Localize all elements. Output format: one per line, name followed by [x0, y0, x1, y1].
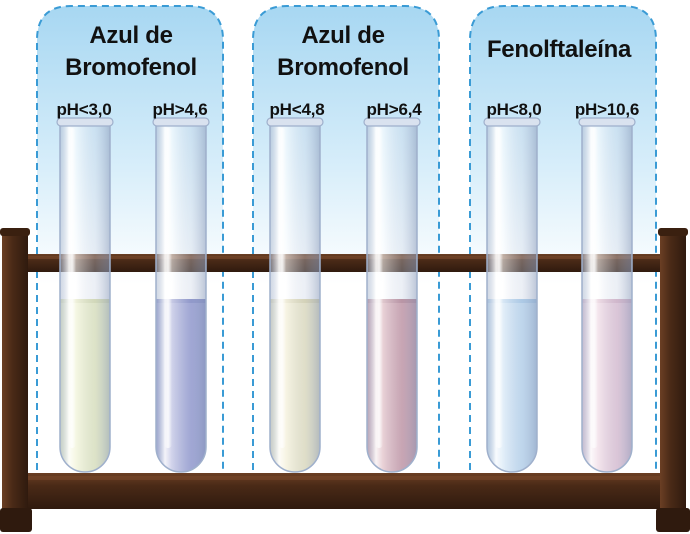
group-2-title-line-1: Azul de [301, 22, 385, 49]
tube-label-1: pH<3,0 [56, 100, 112, 119]
tube-label-3: pH<4,8 [269, 100, 325, 119]
tube-label-6: pH>10,6 [574, 100, 640, 119]
rack-right-foot [656, 508, 690, 532]
tube-label-5: pH<8,0 [486, 100, 542, 119]
test-tube-4 [363, 117, 421, 473]
group-1-title: Azul de Bromofenol [36, 20, 226, 84]
tube-label-4: pH>6,4 [366, 100, 422, 119]
group-3-title-line-1: Fenolftaleína [486, 36, 632, 63]
rack-left-post [0, 228, 30, 532]
group-1-title-line-1: Azul de [89, 22, 173, 49]
rack-right-post [658, 228, 688, 532]
test-tube-1 [56, 117, 114, 473]
group-2-title-line-2: Bromofenol [277, 54, 409, 81]
group-3-title: Fenolftaleína [464, 34, 654, 66]
test-tube-3 [266, 117, 324, 473]
tube-label-2: pH>4,6 [152, 100, 208, 119]
test-tube-2 [152, 117, 210, 473]
rack-top-bar [22, 254, 678, 272]
test-tube-6 [578, 117, 636, 473]
group-2-title: Azul de Bromofenol [248, 20, 438, 84]
test-tube-5 [483, 117, 541, 473]
rack-bottom-bar [22, 473, 678, 509]
rack-left-foot [0, 508, 32, 532]
group-1-title-line-2: Bromofenol [65, 54, 197, 81]
